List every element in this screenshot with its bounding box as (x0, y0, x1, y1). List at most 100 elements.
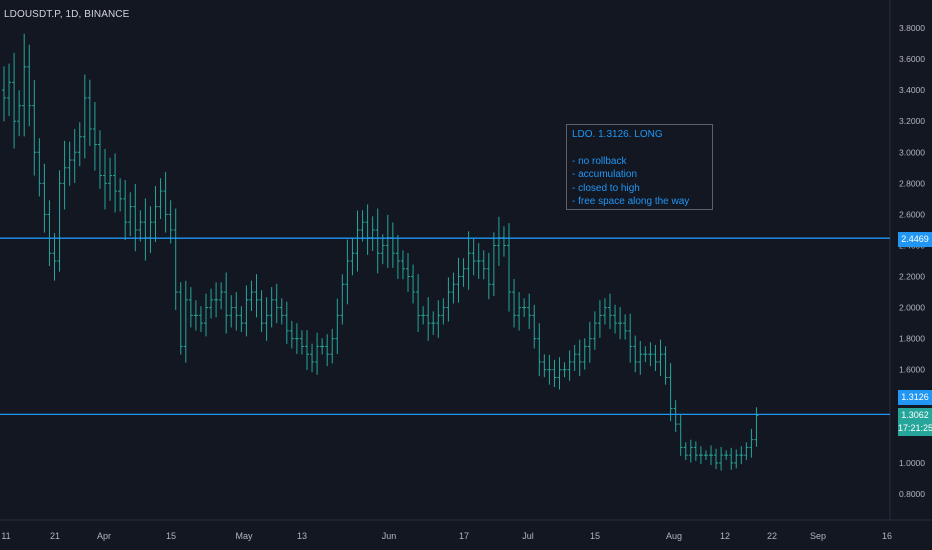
ohlc-bar (370, 216, 375, 252)
ohlc-bar (264, 297, 269, 341)
ohlc-bar (259, 290, 264, 332)
ohlc-bar (143, 198, 148, 261)
x-tick-label: 13 (297, 531, 307, 541)
ohlc-bar (638, 340, 643, 375)
ohlc-bar (552, 359, 557, 388)
y-tick-label: 3.8000 (899, 23, 925, 33)
ohlc-bar (234, 292, 239, 331)
x-tick-label: May (235, 531, 253, 541)
ohlc-bar (87, 79, 92, 147)
symbol-title: LDOUSDT.P, 1D, BINANCE (4, 9, 130, 20)
ohlc-bar (456, 257, 461, 303)
ohlc-bar (335, 298, 340, 355)
ohlc-bar (47, 200, 52, 267)
x-tick-label: Jun (382, 531, 397, 541)
ohlc-bar (522, 298, 527, 317)
ohlc-bar (320, 338, 325, 355)
ohlc-bar (133, 183, 138, 252)
ohlc-bar (325, 334, 330, 367)
ohlc-bar (168, 200, 173, 244)
resistance-price-tag: 2.4469 (898, 232, 932, 247)
ohlc-bar (416, 274, 421, 333)
ohlc-bar (289, 320, 294, 349)
ohlc-bar (512, 279, 517, 328)
ohlc-bar (613, 304, 618, 334)
ohlc-bar (602, 298, 607, 325)
ohlc-bar (491, 232, 496, 296)
ohlc-bar (128, 192, 133, 237)
ohlc-bar (592, 311, 597, 350)
x-tick-label: 22 (767, 531, 777, 541)
ohlc-bar (249, 280, 254, 311)
ohlc-bar (294, 323, 299, 355)
ohlc-bar (12, 52, 17, 149)
ohlc-bar (299, 330, 304, 355)
ohlc-bar (310, 343, 315, 373)
ohlc-bar (476, 243, 481, 279)
x-tick-label: Sep (810, 531, 826, 541)
ohlc-bar (426, 297, 431, 341)
ohlc-bar (27, 44, 32, 127)
ohlc-bar (219, 282, 224, 310)
ohlc-bar (678, 414, 683, 456)
ohlc-bar (486, 253, 491, 300)
ohlc-bar (461, 258, 466, 287)
ohlc-bar (411, 264, 416, 304)
ohlc-bar (744, 442, 749, 461)
ohlc-bar (719, 447, 724, 471)
ohlc-bar (582, 338, 587, 370)
ohlc-bar (209, 288, 214, 319)
ohlc-bar (618, 306, 623, 340)
ohlc-bar (345, 239, 350, 305)
ohlc-bar (113, 153, 118, 213)
ohlc-bar (108, 157, 113, 201)
y-tick-label: 1.8000 (899, 334, 925, 344)
ohlc-bar (648, 342, 653, 367)
ohlc-bar (7, 63, 12, 117)
ohlc-bar (57, 170, 62, 272)
x-tick-label: Jul (522, 531, 534, 541)
ohlc-bar (577, 339, 582, 377)
y-tick-label: 1.0000 (899, 458, 925, 468)
note-line: - free space along the way (572, 196, 690, 207)
ohlc-bar (178, 282, 183, 355)
ohlc-bar (365, 204, 370, 255)
ohlc-bar (658, 339, 663, 377)
ohlc-bar (537, 323, 542, 377)
ohlc-bar (224, 272, 229, 334)
ohlc-bar (693, 441, 698, 461)
ohlc-bar (729, 447, 734, 470)
ohlc-bar (97, 130, 102, 189)
ohlc-bar (587, 321, 592, 363)
y-tick-label: 1.6000 (899, 365, 925, 375)
x-tick-label: 12 (720, 531, 730, 541)
ohlc-bar (158, 178, 163, 219)
x-tick-label: Apr (97, 531, 111, 541)
ohlc-bar (567, 350, 572, 381)
ohlc-bar (628, 313, 633, 363)
ohlc-bar (269, 287, 274, 328)
note-line: - no rollback (572, 155, 627, 167)
x-tick-label: 16 (882, 531, 892, 541)
ohlc-bar (653, 344, 658, 371)
ohlc-bar (284, 301, 289, 344)
ohlc-bar (148, 206, 153, 253)
ohlc-bar (37, 138, 42, 197)
x-tick-label: 17 (459, 531, 469, 541)
ohlc-bar (734, 449, 739, 469)
y-tick-label: 2.2000 (899, 272, 925, 282)
y-tick-label: 3.6000 (899, 54, 925, 64)
ohlc-bar (688, 439, 693, 463)
ohlc-bar (198, 306, 203, 332)
ohlc-bar (188, 287, 193, 328)
ohlc-bar (517, 292, 522, 331)
ohlc-bar (406, 253, 410, 292)
ohlc-bar (663, 346, 668, 385)
ohlc-bar (481, 250, 486, 280)
ohlc-bar (72, 128, 77, 183)
ohlc-bar (451, 272, 456, 304)
y-tick-label: 3.0000 (899, 147, 925, 157)
ohlc-bar (703, 450, 708, 461)
